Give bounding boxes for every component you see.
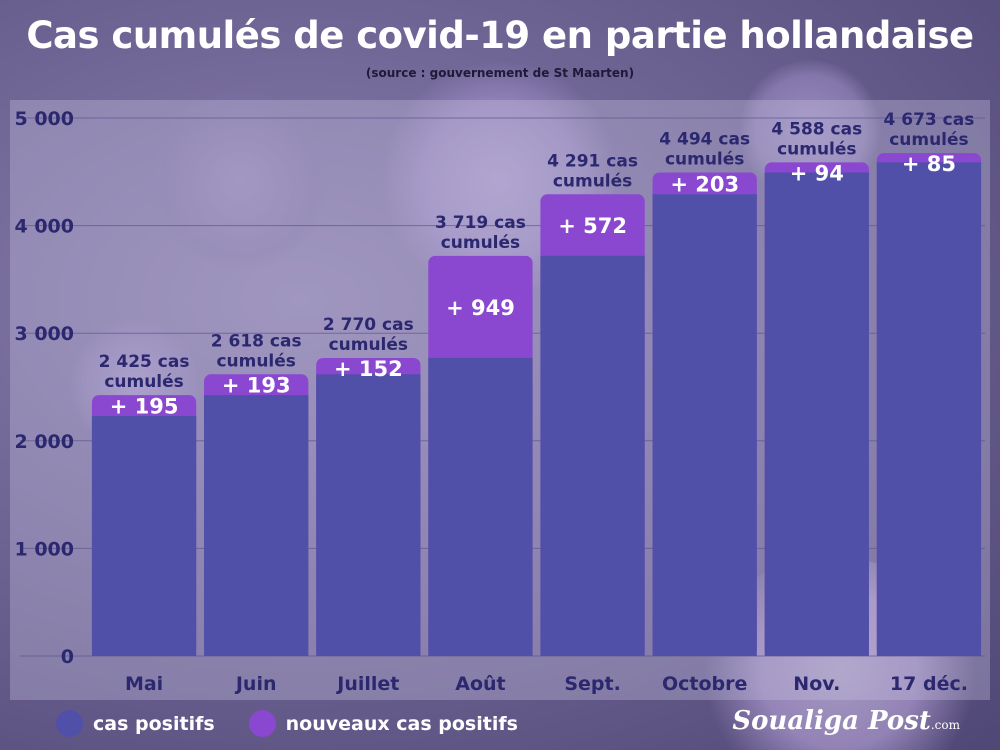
increment-label: + 85 (902, 152, 956, 176)
y-tick-label: 4 000 (15, 216, 75, 238)
bar-base (876, 162, 982, 656)
total-label: 2 770 cas (323, 315, 414, 335)
legend-item-increment: nouveaux cas positifs (248, 710, 518, 737)
total-label: cumulés (216, 351, 295, 371)
total-label: 3 719 cas (435, 213, 526, 233)
x-tick-label: Nov. (793, 673, 840, 695)
logo-suffix: .com (930, 718, 960, 732)
chart-title: Cas cumulés de covid-19 en partie hollan… (26, 14, 974, 57)
legend-item-base: cas positifs (56, 710, 215, 737)
bar-base (91, 416, 197, 656)
increment-label: + 94 (790, 161, 844, 185)
x-tick-label: Juillet (335, 673, 399, 695)
total-label: 2 425 cas (99, 352, 190, 372)
total-label: cumulés (777, 139, 856, 159)
y-tick-label: 2 000 (15, 431, 75, 453)
publisher-logo: Soualiga Post.com (732, 706, 960, 736)
total-label: 4 588 cas (771, 119, 862, 139)
legend-label-increment: nouveaux cas positifs (285, 712, 518, 735)
x-tick-label: Août (455, 673, 505, 695)
total-label: cumulés (329, 335, 408, 355)
bar-base (652, 194, 757, 657)
increment-label: + 193 (222, 374, 291, 398)
bar-base (428, 357, 533, 656)
legend: cas positifs nouveaux cas positifs (56, 710, 538, 737)
legend-swatch-increment (248, 710, 276, 737)
x-tick-label: Octobre (662, 673, 747, 695)
bar-base (316, 374, 421, 656)
bar-base (204, 395, 309, 656)
x-tick-label: 17 déc. (890, 673, 968, 695)
total-label: cumulés (104, 372, 183, 392)
total-label: cumulés (889, 130, 968, 150)
y-tick-label: 5 000 (15, 108, 75, 130)
total-label: 4 673 cas (884, 110, 975, 130)
increment-label: + 572 (558, 214, 627, 238)
increment-label: + 949 (446, 296, 515, 320)
increment-label: + 195 (110, 395, 179, 419)
total-label: cumulés (553, 171, 632, 191)
y-tick-label: 3 000 (15, 323, 75, 345)
x-tick-label: Juin (234, 673, 277, 695)
bar-base (540, 255, 645, 656)
total-label: 2 618 cas (211, 331, 302, 351)
total-label: 4 494 cas (659, 129, 750, 149)
total-label: cumulés (441, 233, 520, 253)
y-tick-label: 1 000 (15, 538, 75, 560)
logo-text: Soualiga Post (732, 706, 931, 736)
virus-decoration-1 (150, 90, 330, 270)
total-label: 4 291 cas (547, 151, 638, 171)
increment-label: + 203 (670, 172, 739, 196)
x-tick-label: Mai (125, 673, 163, 695)
increment-label: + 152 (334, 357, 403, 381)
bar-base (764, 172, 869, 656)
y-tick-label: 0 (61, 646, 74, 668)
x-tick-label: Sept. (564, 673, 620, 695)
legend-swatch-base (56, 710, 83, 737)
legend-label-base: cas positifs (93, 712, 215, 735)
total-label: cumulés (665, 149, 744, 169)
chart-subtitle: (source : gouvernement de St Maarten) (365, 66, 635, 80)
